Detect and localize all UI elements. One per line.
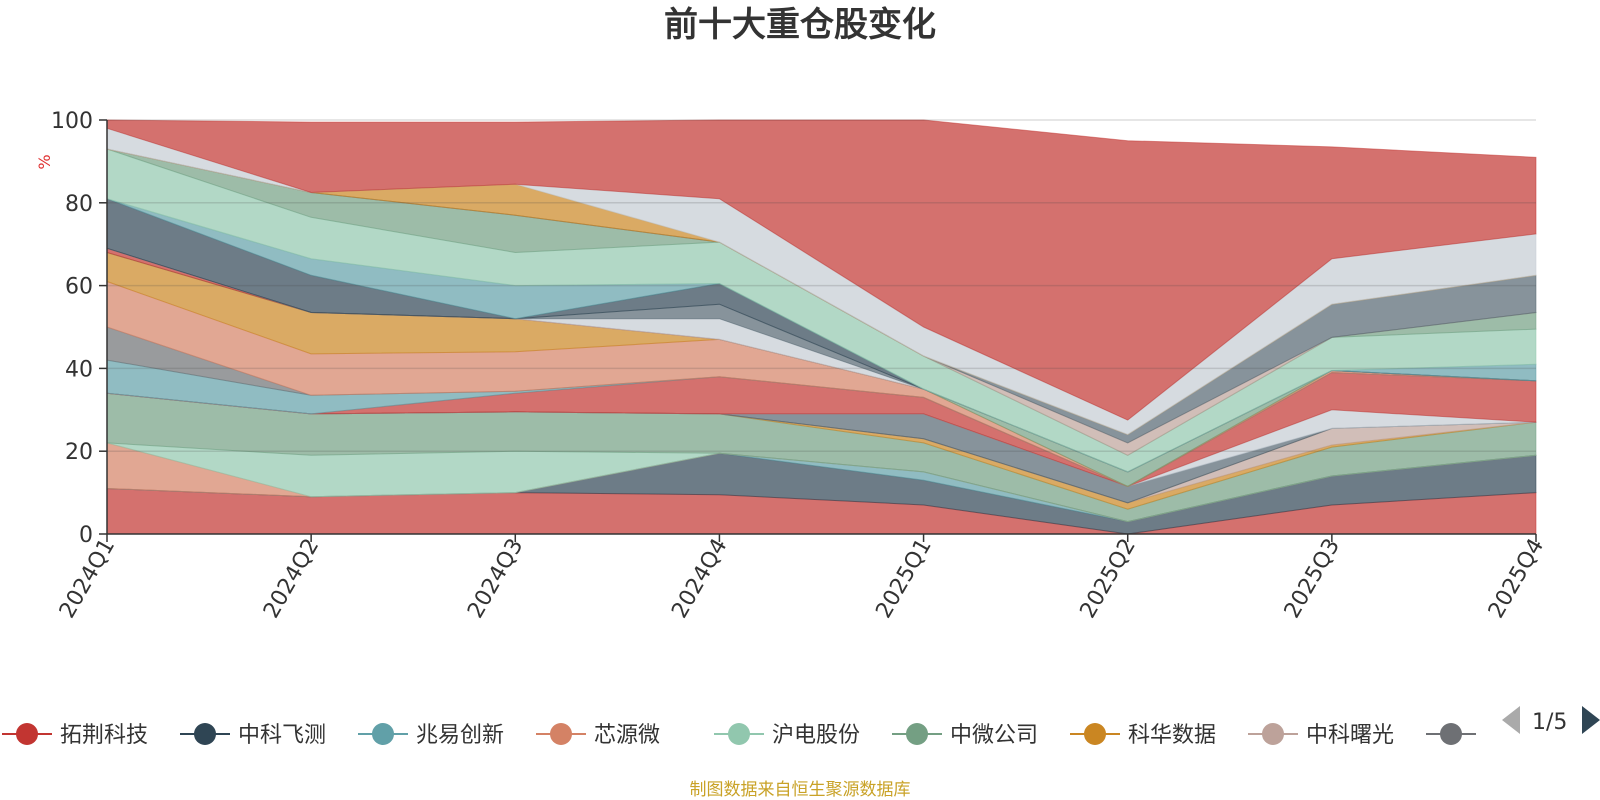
legend-prev-icon[interactable]	[1502, 706, 1520, 734]
legend-label-4: 沪电股份	[772, 723, 860, 748]
legend-label-6: 科华数据	[1128, 723, 1216, 748]
x-tick-label-7: 2025Q4	[1484, 535, 1549, 623]
legend-marker-8	[1440, 723, 1462, 745]
legend-marker-0	[16, 723, 38, 745]
series-area-28	[106, 119, 1537, 421]
legend-marker-1	[194, 723, 216, 745]
y-tick-label-5: 100	[51, 109, 93, 134]
legend-item-6[interactable]: 科华数据	[1070, 723, 1216, 748]
legend-label-3: 芯源微	[594, 723, 660, 748]
y-tick-label-3: 60	[65, 275, 93, 300]
legend-marker-4	[728, 723, 750, 745]
y-tick-label-0: 0	[79, 523, 93, 548]
chart-title: 前十大重仓股变化	[664, 5, 936, 45]
legend-marker-6	[1084, 723, 1106, 745]
legend-label-2: 兆易创新	[416, 723, 504, 748]
legend-label-1: 中科飞测	[238, 723, 326, 748]
y-tick-label-1: 20	[65, 440, 93, 465]
legend-items: 拓荆科技 中科飞测 兆易创新 芯源微 沪电股份 中微公司 科华数据 中科曙光 精测电子	[2, 723, 1572, 748]
legend-marker-5	[906, 723, 928, 745]
y-tick-label-4: 80	[65, 192, 93, 217]
legend-item-5[interactable]: 中微公司	[892, 723, 1038, 748]
x-tick-label-2: 2024Q3	[463, 535, 528, 623]
y-tick-label-2: 40	[65, 357, 93, 382]
x-tick-label-6: 2025Q3	[1280, 535, 1345, 623]
x-tick-label-3: 2024Q4	[667, 535, 732, 623]
y-unit: %	[35, 154, 54, 169]
grid-lines	[107, 119, 1536, 452]
legend-label-5: 中微公司	[950, 723, 1038, 748]
legend: 拓荆科技 中科飞测 兆易创新 芯源微 沪电股份 中微公司 科华数据 中科曙光 精测电子	[2, 723, 1572, 748]
legend-item-3[interactable]: 芯源微	[536, 723, 660, 748]
legend-item-2[interactable]: 兆易创新	[358, 723, 504, 748]
areas	[106, 119, 1537, 535]
legend-label-7: 中科曙光	[1306, 723, 1394, 748]
legend-next-icon[interactable]	[1582, 706, 1600, 734]
legend-item-4[interactable]: 沪电股份	[714, 723, 860, 748]
legend-marker-3	[550, 723, 572, 745]
legend-item-8[interactable]: 精测电子	[1426, 723, 1572, 748]
legend-item-1[interactable]: 中科飞测	[180, 723, 326, 748]
legend-marker-2	[372, 723, 394, 745]
legend-label-0: 拓荆科技	[60, 723, 148, 748]
x-tick-label-5: 2025Q2	[1076, 535, 1141, 623]
legend-page-indicator: 1/5	[1532, 710, 1567, 735]
legend-marker-7	[1262, 723, 1284, 745]
legend-pager[interactable]: 1/5	[1502, 706, 1600, 735]
legend-item-7[interactable]: 中科曙光	[1248, 723, 1394, 748]
legend-item-0[interactable]: 拓荆科技	[2, 723, 148, 748]
x-tick-label-4: 2025Q1	[871, 535, 936, 623]
source-note: 制图数据来自恒生聚源数据库	[690, 780, 911, 800]
x-tick-label-1: 2024Q2	[259, 535, 324, 623]
